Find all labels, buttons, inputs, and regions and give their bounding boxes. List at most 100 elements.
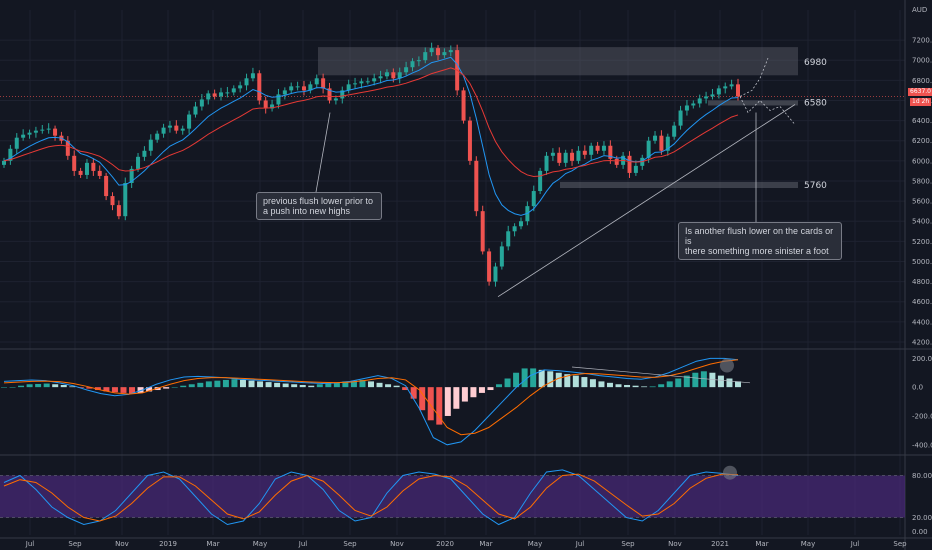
stoch-band [0, 475, 905, 518]
macd-histogram-bar [436, 387, 443, 425]
macd-histogram-bar [496, 384, 503, 388]
x-tick-label: Mar [479, 540, 492, 548]
x-tick-label: Jul [25, 540, 35, 548]
stoch-tick-label: 20.00 [912, 514, 932, 522]
macd-signal-line [3, 359, 739, 436]
macd-histogram-bar [632, 385, 639, 388]
candle-body [397, 72, 402, 79]
candle-body [301, 86, 306, 91]
candle-body [212, 93, 217, 97]
candle-body [257, 73, 262, 101]
candle-body [250, 73, 255, 79]
candle-body [480, 211, 485, 252]
candle-body [263, 100, 268, 109]
macd-histogram-bar [1, 387, 7, 388]
candle-body [582, 150, 587, 155]
candle-body [155, 133, 160, 140]
macd-histogram-bar [675, 378, 682, 388]
macd-histogram-bar [709, 372, 716, 388]
macd-histogram-bar [342, 381, 349, 388]
candle-body [295, 86, 300, 88]
candle-body [512, 226, 517, 232]
macd-histogram-bar [350, 380, 357, 388]
x-tick-label: Jul [850, 540, 860, 548]
candle-body [97, 170, 102, 176]
macd-histogram-bar [274, 382, 281, 388]
candle-body [570, 152, 575, 161]
level-label: 5760 [804, 181, 827, 191]
x-tick-label: Sep [343, 540, 357, 548]
candle-body [327, 88, 332, 101]
candle-body [8, 148, 13, 161]
macd-histogram-bar [103, 387, 110, 392]
price-tick-label: 6000.0 [912, 157, 932, 165]
price-tick-label: 4400.0 [912, 318, 932, 326]
candle-body [174, 125, 179, 131]
x-tick-label: Sep [621, 540, 635, 548]
macd-histogram-bar [513, 372, 520, 388]
macd-histogram-bar [606, 382, 613, 388]
candle-body [353, 83, 358, 85]
price-tick-label: 4200.0 [912, 339, 932, 347]
macd-histogram-bar [700, 371, 707, 388]
macd-histogram-bar [555, 372, 562, 388]
price-tick-label: 5600.0 [912, 198, 932, 206]
x-tick-label: Jul [298, 540, 308, 548]
macd-histogram-bar [683, 375, 690, 388]
candle-body [544, 155, 549, 171]
macd-tick-label: -200.0 [912, 412, 932, 420]
candle-body [678, 110, 683, 126]
candle-body [65, 140, 70, 156]
candle-body [608, 145, 613, 159]
candle-body [199, 99, 204, 107]
candle-body [14, 137, 19, 149]
macd-histogram-bar [333, 382, 340, 388]
macd-histogram-bar [248, 380, 255, 388]
candle-body [448, 50, 453, 53]
stoch-tick-label: 0.00 [912, 528, 928, 536]
candle-body [333, 98, 338, 101]
candle-body [506, 231, 511, 247]
candle-body [282, 90, 287, 95]
candle-body [270, 104, 275, 109]
macd-histogram-bar [624, 384, 631, 388]
macd-tick-label: 0.0 [912, 384, 923, 392]
candle-body [206, 93, 211, 100]
candle-body [627, 155, 632, 173]
candle-body [633, 165, 638, 173]
currency-label: AUD [912, 6, 927, 14]
price-tick-label: 5000.0 [912, 258, 932, 266]
candle-body [416, 60, 421, 62]
candle-body [321, 78, 326, 89]
price-tick-label: 6800.0 [912, 77, 932, 85]
macd-histogram-bar [478, 387, 485, 393]
candle-body [78, 170, 83, 175]
macd-histogram-bar [86, 387, 93, 389]
candle-body [736, 84, 740, 97]
macd-histogram-bar [461, 387, 468, 402]
stoch-d-line [3, 473, 739, 522]
candle-body [346, 84, 351, 91]
candle-body [148, 139, 153, 151]
candle-body [219, 92, 224, 97]
candle-body [429, 48, 434, 53]
macd-histogram-bar [35, 383, 42, 388]
candle-body [276, 94, 281, 105]
macd-histogram-bar [504, 378, 511, 388]
macd-histogram-bar [205, 381, 212, 388]
annotation-sinister-note: Is another flush lower on the cards or i… [678, 222, 842, 260]
macd-histogram-bar [385, 384, 392, 388]
candle-body [423, 52, 428, 61]
candle-body [2, 160, 6, 165]
macd-histogram-bar [547, 371, 554, 388]
level-label: 6980 [804, 58, 827, 68]
macd-tick-label: 200.0 [912, 355, 932, 363]
candle-body [365, 81, 370, 83]
macd-histogram-bar [9, 387, 16, 388]
candle-body [308, 84, 313, 91]
macd-histogram-bar [26, 384, 33, 388]
macd-histogram-bar [521, 368, 528, 388]
candle-body [467, 120, 472, 161]
macd-histogram-bar [325, 383, 332, 388]
